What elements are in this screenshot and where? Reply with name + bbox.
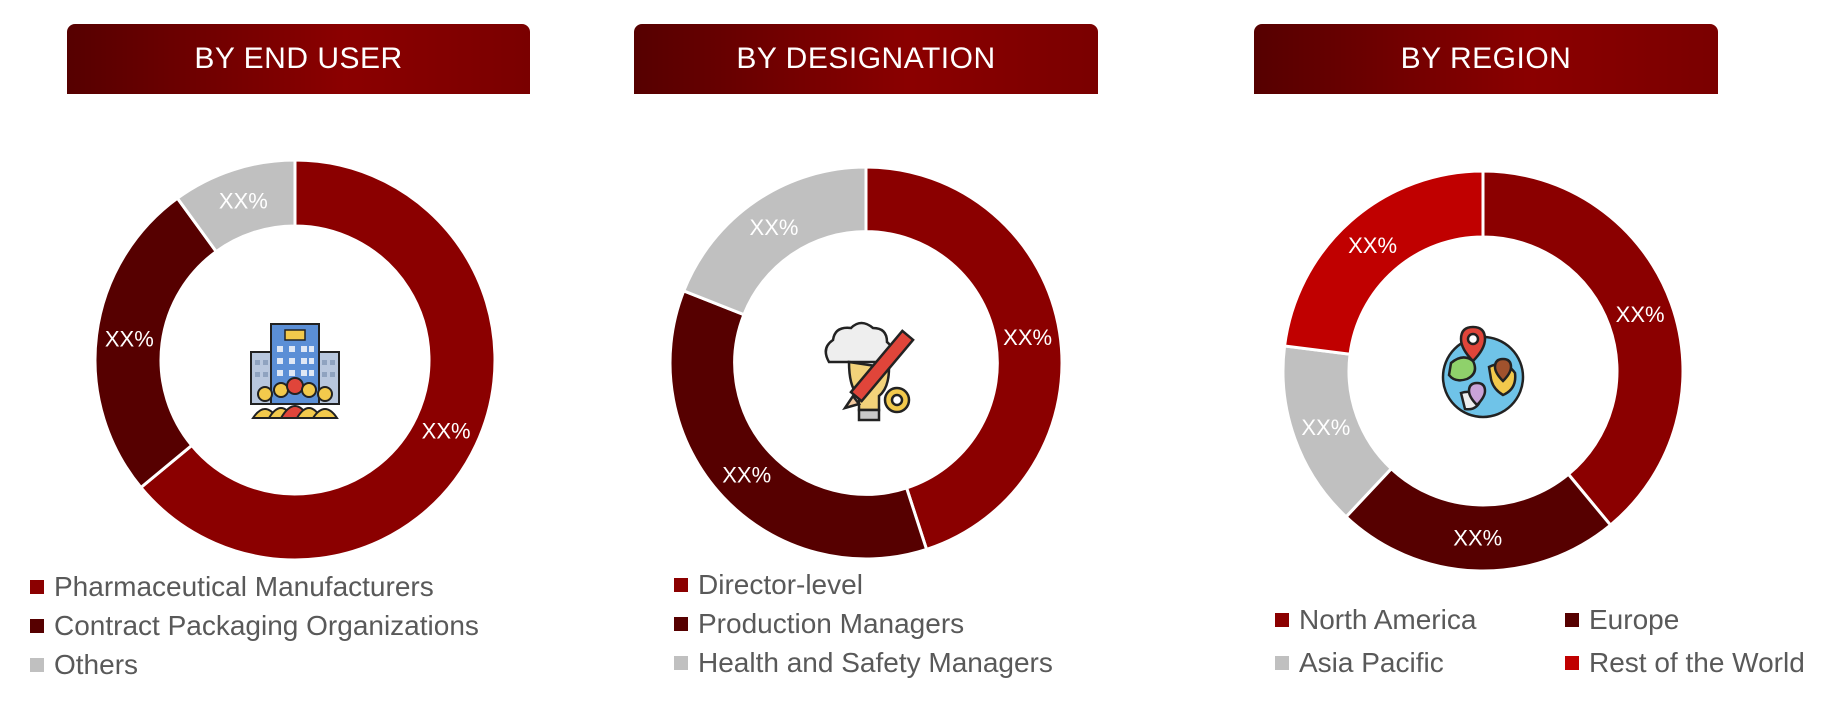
panel-header-by-end-user: BY END USER [67, 24, 530, 94]
legend-item: Others [30, 649, 138, 681]
panel-header-by-designation: BY DESIGNATION [634, 24, 1098, 94]
legend-swatch [30, 658, 44, 672]
legend-item: Production Managers [674, 608, 964, 640]
legend-swatch [1565, 613, 1579, 627]
panel-by-designation: BY DESIGNATION XX% XX% XX% Director-level … [600, 0, 1220, 721]
donut-slice-director-level [864, 165, 1064, 552]
legend-item: Pharmaceutical Manufacturers [30, 571, 434, 603]
legend-swatch [674, 578, 688, 592]
donut-slice-label: XX% [219, 189, 268, 214]
donut-slice-label: XX% [1003, 325, 1052, 350]
donut-slice-label: XX% [422, 419, 471, 444]
donut-slice-rest-of-the-world [1282, 169, 1485, 356]
donut-slice-health-and-safety-managers [681, 165, 868, 317]
legend-swatch [674, 617, 688, 631]
lightbulb-brain-pencil-gear-icon [817, 318, 917, 433]
legend-label: North America [1299, 604, 1477, 635]
legend-label: Health and Safety Managers [698, 647, 1053, 678]
donut-slice-label: XX% [1348, 233, 1397, 258]
legend-label: Rest of the World [1589, 647, 1805, 678]
legend-item: Rest of the World [1565, 647, 1805, 679]
donut-slice-europe [1343, 466, 1613, 573]
legend-label: Production Managers [698, 608, 965, 639]
legend-item: Asia Pacific [1275, 647, 1444, 679]
legend-swatch [674, 656, 688, 670]
donut-chart-by-end-user: XX% XX% XX% [93, 158, 497, 562]
legend-swatch [1275, 656, 1289, 670]
legend-swatch [30, 619, 44, 633]
donut-slice-label: XX% [1301, 415, 1350, 440]
legend-item: Director-level [674, 569, 863, 601]
panel-header-by-region: BY REGION [1254, 24, 1718, 94]
legend-label: Others [54, 649, 139, 680]
legend-label: Director-level [698, 569, 863, 600]
office-building-people-icon [245, 318, 345, 433]
legend-swatch [30, 580, 44, 594]
legend-label: Asia Pacific [1299, 647, 1444, 678]
legend-item: North America [1275, 604, 1476, 636]
legend-label: Contract Packaging Organizations [54, 610, 479, 641]
panel-by-end-user: BY END USER XX% XX% XX% Phar [0, 0, 600, 721]
panel-by-region: BY REGION XX% XX% XX% XX% North America Eur… [1220, 0, 1840, 721]
donut-slice-pharmaceutical-manufacturers [138, 158, 497, 562]
legend-item: Europe [1565, 604, 1679, 636]
donut-slice-contract-packaging-organizations [93, 196, 219, 490]
legend-label: Europe [1589, 604, 1680, 635]
donut-chart-by-region: XX% XX% XX% XX% [1281, 169, 1685, 573]
donut-chart-by-designation: XX% XX% XX% [668, 165, 1064, 561]
donut-slice-north-america [1481, 169, 1685, 528]
donut-slice-label: XX% [750, 215, 799, 240]
donut-slice-label: XX% [1616, 302, 1665, 327]
legend-label: Pharmaceutical Manufacturers [54, 571, 434, 602]
legend-swatch [1565, 656, 1579, 670]
globe-location-pins-icon [1433, 323, 1533, 428]
donut-slice-label: XX% [722, 463, 771, 488]
donut-slice-others [175, 158, 297, 254]
legend-item: Health and Safety Managers [674, 647, 1053, 679]
donut-slice-production-managers [668, 288, 929, 561]
donut-slice-label: XX% [1453, 525, 1502, 550]
legend-swatch [1275, 613, 1289, 627]
donut-slice-label: XX% [105, 327, 154, 352]
legend-item: Contract Packaging Organizations [30, 610, 479, 642]
